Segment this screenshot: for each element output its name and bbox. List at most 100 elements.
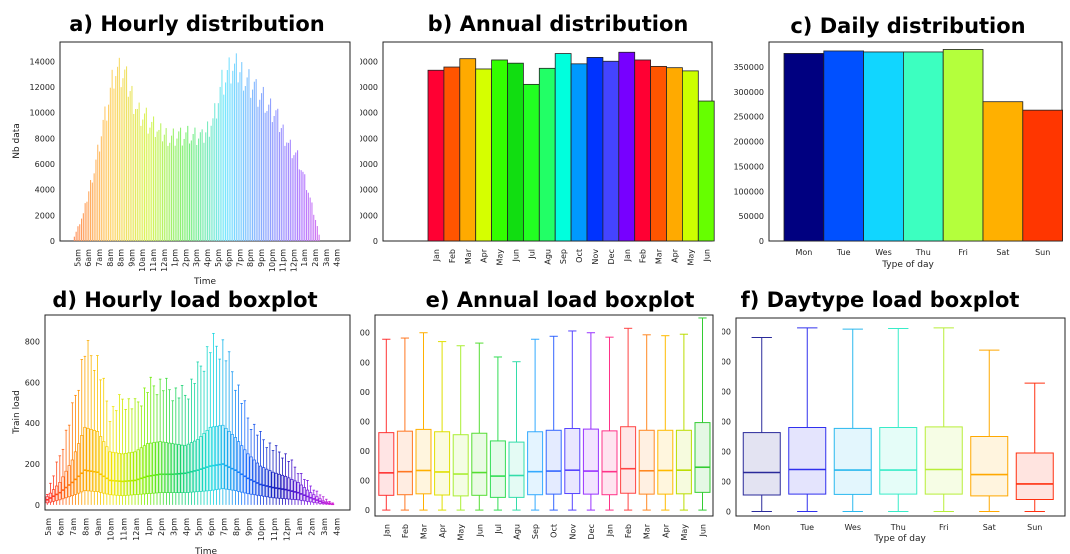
x-tick-label: Tue bbox=[836, 248, 851, 257]
bar bbox=[158, 129, 160, 241]
y-tick-label: 140000 bbox=[360, 57, 378, 66]
x-tick-label: Sat bbox=[996, 248, 1009, 257]
bar bbox=[99, 151, 101, 241]
plot-frame bbox=[735, 317, 1066, 517]
bar bbox=[783, 53, 825, 242]
chart-title: b) Annual distribution bbox=[428, 12, 689, 36]
x-tick-label: 5pm bbox=[214, 249, 223, 267]
box bbox=[167, 442, 172, 493]
bar bbox=[538, 67, 556, 242]
box bbox=[136, 449, 140, 495]
panel-hourly-load-boxplot: 0 200 400 600 800 d) Hourly load boxplot 5am 6a… bbox=[0, 288, 360, 554]
chart-f: 0 100 200 300 400 500 600 f) Daytype load boxpl… bbox=[722, 288, 1066, 544]
bar bbox=[228, 57, 230, 242]
box bbox=[290, 479, 294, 500]
box bbox=[199, 436, 203, 492]
x-tick-label: 2am bbox=[307, 518, 316, 536]
box bbox=[98, 436, 103, 493]
bar bbox=[136, 108, 138, 241]
bar bbox=[109, 87, 111, 242]
panel-annual-load-boxplot: 0 100 200 300 400 500 600 e) Annual load boxplo… bbox=[360, 288, 722, 554]
y-tick-label: 10000 bbox=[30, 109, 55, 118]
x-tick-label: 6am bbox=[84, 249, 93, 267]
x-axis-label: Type of day bbox=[881, 260, 934, 270]
bar bbox=[138, 102, 140, 242]
bar bbox=[554, 53, 572, 242]
box bbox=[620, 426, 637, 494]
bar bbox=[257, 106, 259, 241]
box bbox=[205, 430, 209, 492]
bar bbox=[122, 78, 124, 242]
box bbox=[186, 443, 190, 493]
y-tick-label: 350000 bbox=[733, 63, 764, 72]
x-tick-label: Agu bbox=[513, 524, 522, 540]
box bbox=[582, 428, 599, 495]
box bbox=[224, 427, 228, 490]
bar bbox=[277, 108, 279, 241]
bar bbox=[234, 63, 236, 241]
x-tick-label: Mon bbox=[795, 248, 812, 257]
x-tick-label: Jul bbox=[527, 249, 536, 260]
box bbox=[111, 451, 115, 496]
x-tick-label: Jun bbox=[702, 249, 711, 263]
bar bbox=[280, 128, 282, 241]
x-tick-label: 12am bbox=[132, 518, 141, 541]
box bbox=[64, 470, 68, 499]
box bbox=[161, 441, 165, 493]
x-tick-label: Feb bbox=[401, 524, 410, 538]
box bbox=[61, 476, 65, 500]
y-tick-label: 200 bbox=[722, 448, 731, 457]
bar bbox=[174, 145, 176, 241]
bar bbox=[153, 116, 155, 241]
chart-a: 0 2000 4000 6000 8000 10000 12000 14000 a) Hourl… bbox=[12, 12, 351, 287]
x-tick-label: Jun bbox=[699, 524, 708, 538]
x-tick-label: 11pm bbox=[279, 249, 288, 272]
x-tick-label: 4am bbox=[333, 249, 342, 267]
box bbox=[489, 440, 506, 498]
box bbox=[293, 480, 297, 500]
box bbox=[174, 443, 178, 493]
x-tick-label: 1am bbox=[300, 249, 309, 267]
box bbox=[130, 451, 134, 496]
plot-frame bbox=[59, 41, 351, 242]
bar bbox=[253, 81, 255, 241]
bar bbox=[307, 192, 309, 241]
bar bbox=[127, 96, 129, 242]
box bbox=[77, 443, 81, 494]
bar bbox=[178, 131, 180, 241]
y-tick-label: 0 bbox=[373, 237, 378, 246]
bar bbox=[149, 127, 151, 241]
box bbox=[742, 432, 781, 496]
bar bbox=[144, 113, 146, 241]
x-tick-label: 6pm bbox=[225, 249, 234, 267]
box bbox=[236, 441, 241, 492]
x-tick-label: Apr bbox=[670, 248, 679, 263]
box bbox=[657, 429, 674, 495]
x-tick-label: Feb bbox=[639, 249, 648, 263]
bar bbox=[171, 135, 173, 241]
bar bbox=[167, 145, 169, 241]
box bbox=[296, 482, 300, 501]
bar bbox=[570, 63, 588, 242]
bar bbox=[207, 121, 209, 241]
bar bbox=[297, 150, 299, 241]
y-tick-label: 800 bbox=[25, 338, 40, 347]
bar bbox=[216, 118, 218, 241]
box bbox=[249, 456, 253, 495]
bar bbox=[187, 125, 189, 241]
box bbox=[252, 459, 256, 496]
box bbox=[240, 445, 244, 493]
bar bbox=[106, 120, 108, 241]
box bbox=[302, 487, 306, 502]
bar bbox=[199, 132, 201, 241]
x-tick-label: May bbox=[680, 524, 689, 541]
box bbox=[158, 441, 162, 493]
box bbox=[233, 437, 238, 491]
chart-e: 0 100 200 300 400 500 600 e) Annual load boxplo… bbox=[360, 288, 714, 541]
x-tick-label: 11pm bbox=[270, 518, 279, 541]
box bbox=[527, 431, 544, 496]
box bbox=[246, 453, 250, 495]
box bbox=[283, 475, 288, 500]
bar bbox=[271, 122, 273, 241]
box bbox=[601, 430, 618, 496]
